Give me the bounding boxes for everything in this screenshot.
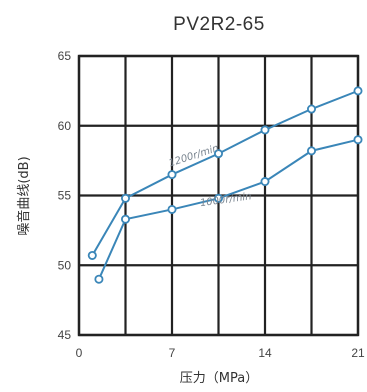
y-tick-label: 45 (58, 328, 72, 342)
x-tick-label: 0 (76, 346, 83, 360)
data-point (213, 193, 223, 203)
data-point (121, 193, 131, 203)
data-point (353, 135, 363, 145)
data-point (353, 86, 363, 96)
data-point (94, 274, 104, 284)
y-tick-label: 55 (58, 189, 72, 203)
y-tick-label: 50 (58, 258, 72, 272)
tick-layer: 0 7 14 21 45 50 55 60 65 (58, 49, 365, 360)
data-point (260, 177, 270, 187)
data-point (121, 214, 131, 224)
x-tick-label: 21 (351, 346, 365, 360)
x-tick-label: 14 (258, 346, 272, 360)
series-line (98, 138, 359, 280)
data-point (167, 204, 177, 214)
plot-frame (77, 54, 360, 337)
data-point (87, 250, 97, 260)
chart-title: PV2R2-65 (173, 14, 265, 35)
data-point (167, 170, 177, 180)
y-axis-label: 噪音曲线(dB) (16, 156, 32, 235)
data-point (306, 146, 316, 156)
x-axis-label: 压力（MPa） (180, 371, 258, 386)
x-tick-label: 7 (169, 346, 176, 360)
series-line (91, 89, 359, 256)
data-point (306, 104, 316, 114)
data-point (213, 149, 223, 159)
data-point (260, 125, 270, 135)
y-tick-label: 60 (58, 119, 72, 133)
series-label: 1000r/min (199, 191, 252, 209)
y-tick-label: 65 (58, 49, 72, 63)
